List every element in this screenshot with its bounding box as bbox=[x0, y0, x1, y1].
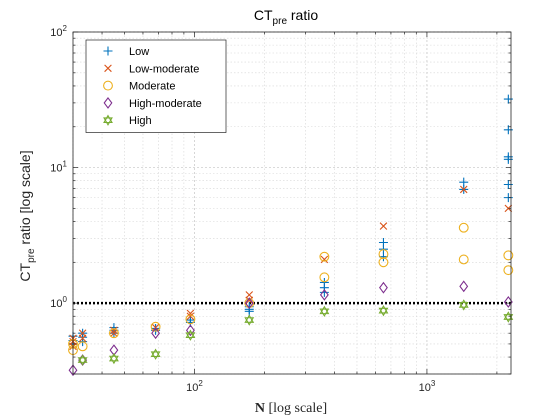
data-point bbox=[77, 341, 88, 352]
legend-label: High bbox=[129, 115, 152, 127]
legend: Low Low-moderate Moderate High-moderate High bbox=[85, 39, 227, 133]
data-point bbox=[185, 315, 195, 325]
legend-marker bbox=[104, 64, 112, 73]
legend-label: Moderate bbox=[129, 81, 175, 93]
axes-box bbox=[72, 31, 512, 375]
legend-marker bbox=[103, 114, 113, 126]
data-point bbox=[458, 254, 469, 265]
data-point bbox=[150, 348, 161, 360]
data-point bbox=[378, 252, 388, 262]
legend-item: Moderate bbox=[103, 80, 175, 93]
data-point bbox=[244, 297, 254, 310]
data-point bbox=[320, 255, 329, 264]
series-high bbox=[77, 299, 514, 366]
data-point bbox=[319, 277, 329, 287]
data-point bbox=[458, 299, 469, 311]
legend-marker bbox=[103, 96, 113, 109]
data-point bbox=[245, 296, 254, 305]
x-tick-label: 103 bbox=[419, 379, 436, 394]
data-point bbox=[378, 249, 389, 260]
chart-title: CTpre ratio bbox=[254, 7, 318, 27]
data-point bbox=[319, 251, 330, 262]
data-point bbox=[503, 311, 514, 323]
x-tick-label-base: 10 bbox=[186, 382, 198, 394]
data-point bbox=[458, 222, 469, 233]
legend-item: Low-moderate bbox=[104, 63, 199, 75]
chart-title-rest: ratio bbox=[287, 7, 318, 23]
y-tick-label-base: 10 bbox=[50, 298, 62, 310]
data-point bbox=[459, 185, 468, 194]
data-point bbox=[319, 272, 330, 283]
data-point bbox=[185, 329, 196, 341]
legend-label: High-moderate bbox=[129, 98, 202, 110]
data-point bbox=[68, 364, 78, 377]
data-point bbox=[185, 314, 196, 325]
x-axis-label-variable: N bbox=[255, 401, 265, 416]
data-point bbox=[185, 324, 195, 337]
data-point bbox=[110, 329, 118, 337]
x-tick-label: 102 bbox=[186, 379, 203, 394]
y-tick-label-exponent: 2 bbox=[63, 24, 68, 33]
data-point bbox=[108, 352, 119, 365]
y-axis-label: CTpre ratio [log scale] bbox=[17, 150, 37, 281]
data-point bbox=[459, 280, 469, 293]
data-point bbox=[150, 321, 161, 332]
data-point bbox=[108, 328, 119, 339]
x-tick-label-exponent: 3 bbox=[431, 379, 436, 388]
data-point bbox=[459, 177, 469, 187]
data-point bbox=[77, 354, 88, 366]
x-tick-label-exponent: 2 bbox=[198, 379, 203, 388]
x-axis-label-rest: [log scale] bbox=[265, 401, 327, 416]
legend-item: Low bbox=[103, 46, 149, 58]
data-point bbox=[319, 305, 330, 318]
legend-label: Low bbox=[129, 46, 149, 58]
x-axis-label: N [log scale] bbox=[255, 401, 327, 416]
data-point bbox=[186, 312, 195, 321]
y-tick-label-exponent: 1 bbox=[63, 160, 68, 169]
data-point bbox=[503, 265, 514, 276]
data-point bbox=[378, 304, 389, 317]
data-point bbox=[245, 291, 254, 299]
tick-marks bbox=[72, 31, 511, 375]
data-point bbox=[319, 288, 329, 301]
y-tick-label-base: 10 bbox=[50, 27, 62, 39]
y-tick-label-exponent: 0 bbox=[63, 295, 68, 304]
y-tick-label-base: 10 bbox=[50, 163, 62, 175]
data-point bbox=[109, 344, 119, 357]
data-point bbox=[379, 281, 388, 294]
y-axis-label-main: CT bbox=[17, 262, 33, 281]
x-tick-label-base: 10 bbox=[419, 382, 431, 394]
data-point bbox=[378, 238, 388, 248]
data-point bbox=[110, 326, 118, 335]
data-point bbox=[151, 327, 161, 340]
y-axis-label-subscript: pre bbox=[26, 248, 37, 263]
legend-label: Low-moderate bbox=[129, 63, 199, 75]
data-point bbox=[244, 314, 255, 326]
data-point bbox=[378, 257, 389, 268]
y-tick-label: 102 bbox=[50, 24, 67, 39]
legend-item: High-moderate bbox=[103, 96, 202, 110]
data-point bbox=[503, 250, 514, 261]
data-point bbox=[78, 329, 87, 337]
data-point bbox=[504, 204, 513, 213]
y-tick-label: 100 bbox=[50, 295, 67, 310]
legend-item: High bbox=[103, 114, 152, 127]
legend-marker bbox=[103, 46, 113, 56]
chart-title-main: CT bbox=[254, 7, 273, 23]
legend-marker bbox=[103, 80, 113, 91]
chart-title-subscript: pre bbox=[273, 16, 288, 27]
data-markers bbox=[68, 94, 514, 377]
y-tick-label: 101 bbox=[50, 160, 67, 175]
y-axis-label-rest: ratio [log scale] bbox=[17, 150, 33, 248]
data-point bbox=[379, 222, 388, 230]
